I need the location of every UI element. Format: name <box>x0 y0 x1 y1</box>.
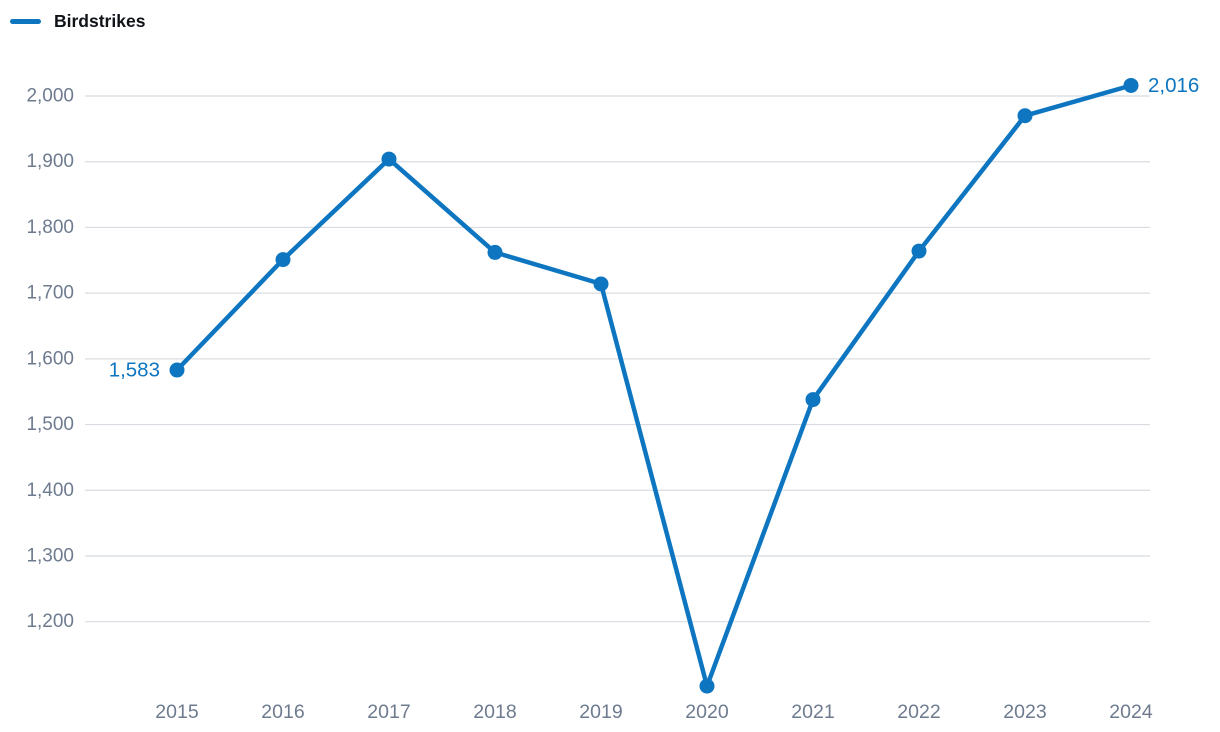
x-axis-tick-label: 2021 <box>791 701 834 723</box>
y-axis-tick-label: 1,400 <box>26 480 74 501</box>
legend-line-swatch <box>10 19 41 25</box>
data-point-2015[interactable] <box>169 362 185 378</box>
x-axis-tick-label: 2022 <box>897 701 940 723</box>
birdstrikes-series-line <box>174 83 1134 689</box>
y-axis-tick-label: 1,900 <box>26 151 74 172</box>
y-axis-tick-label: 1,300 <box>26 545 74 566</box>
x-axis-tick-label: 2023 <box>1003 701 1046 723</box>
data-point-2022[interactable] <box>911 243 927 259</box>
data-point-2024[interactable] <box>1123 77 1139 93</box>
x-axis-tick-label: 2020 <box>685 701 729 723</box>
data-point-2023[interactable] <box>1017 108 1033 124</box>
y-axis-tick-label: 1,600 <box>26 348 74 369</box>
x-axis-tick-label: 2019 <box>579 701 622 723</box>
legend-series-label: Birdstrikes <box>54 11 146 31</box>
data-point-2019[interactable] <box>593 276 609 292</box>
data-point-2021[interactable] <box>805 392 821 408</box>
y-axis-tick-label: 1,500 <box>26 414 74 435</box>
x-axis-tick-label: 2016 <box>261 701 304 723</box>
chart-legend: Birdstrikes <box>10 11 146 31</box>
y-axis-tick-label: 1,800 <box>26 217 74 238</box>
x-axis-tick-label: 2015 <box>155 701 199 723</box>
x-axis-tick-label: 2018 <box>473 701 516 723</box>
data-point-2018[interactable] <box>487 244 503 260</box>
y-axis-tick-label: 1,700 <box>26 283 74 304</box>
x-axis-tick-label: 2017 <box>367 701 410 723</box>
last-point-value-label: 2,016 <box>1148 74 1199 97</box>
data-point-2016[interactable] <box>275 252 291 268</box>
x-axis-tick-label: 2024 <box>1109 701 1153 723</box>
y-axis-tick-label: 2,000 <box>26 86 74 107</box>
y-axis-tick-label: 1,200 <box>26 611 74 632</box>
data-point-2017[interactable] <box>381 151 397 167</box>
first-point-value-label: 1,583 <box>109 359 160 382</box>
data-point-2020[interactable] <box>699 678 715 694</box>
